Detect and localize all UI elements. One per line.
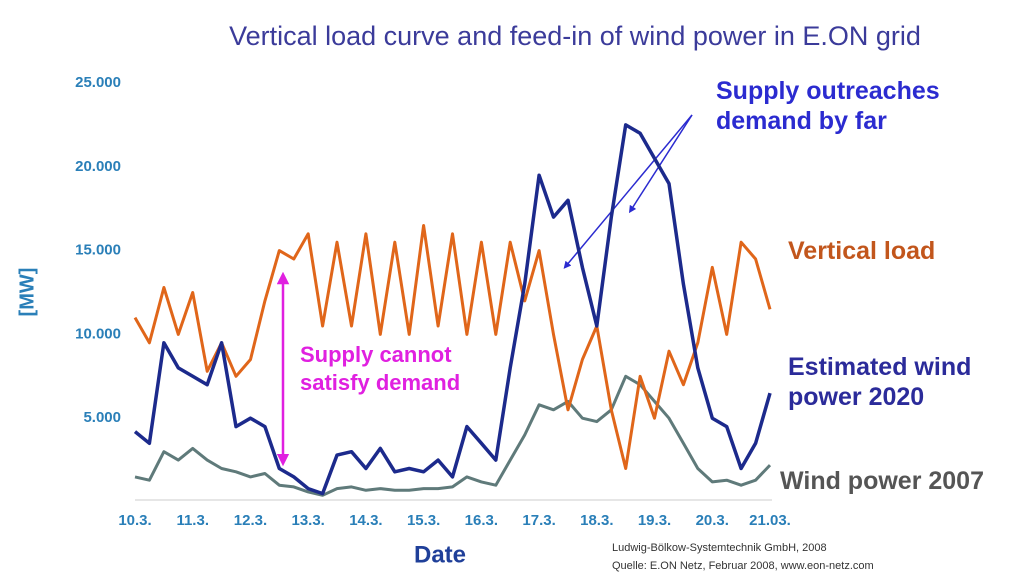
x-tick-label: 13.3. [291, 512, 324, 529]
x-tick-label: 10.3. [118, 512, 151, 529]
y-tick-label: 20.000 [75, 158, 121, 175]
source: Ludwig-Bölkow-Systemtechnik GmbH, 2008 [612, 542, 827, 554]
chart-title: Vertical load curve and feed-in of wind … [229, 21, 921, 51]
series-line [133, 123, 772, 496]
y-tick-label: 15.000 [75, 242, 121, 259]
x-tick-label: 15.3. [407, 512, 440, 529]
x-tick-label: 12.3. [234, 512, 267, 529]
legend-label: Vertical load [788, 237, 936, 265]
legend-label: Wind power 2007 [780, 467, 984, 495]
x-tick-label: 21.03. [749, 512, 791, 529]
y-tick-label: 5.000 [83, 409, 121, 426]
legend-label: Estimated wind power 2020 [788, 353, 972, 411]
annotation: Supply cannot satisfy demand [300, 342, 461, 395]
source: Quelle: E.ON Netz, Februar 2008, www.eon… [612, 560, 874, 572]
x-tick-label: 11.3. [176, 512, 209, 529]
annotation-arrow [628, 114, 693, 214]
series-line [133, 224, 772, 470]
annotation: Supply outreaches demand by far [716, 77, 940, 135]
x-tick-label: 16.3. [465, 512, 498, 529]
x-axis-label: Date [414, 541, 466, 568]
x-tick-label: 14.3. [349, 512, 382, 529]
annotation-arrow [563, 114, 693, 269]
y-axis-label: [MW] [16, 268, 38, 317]
series-line [134, 374, 772, 497]
x-tick-label: 20.3. [696, 512, 729, 529]
x-tick-label: 18.3. [580, 512, 613, 529]
y-tick-label: 10.000 [75, 325, 121, 342]
y-tick-label: 25.000 [75, 74, 121, 91]
x-tick-label: 17.3. [522, 512, 555, 529]
x-tick-label: 19.3. [638, 512, 671, 529]
